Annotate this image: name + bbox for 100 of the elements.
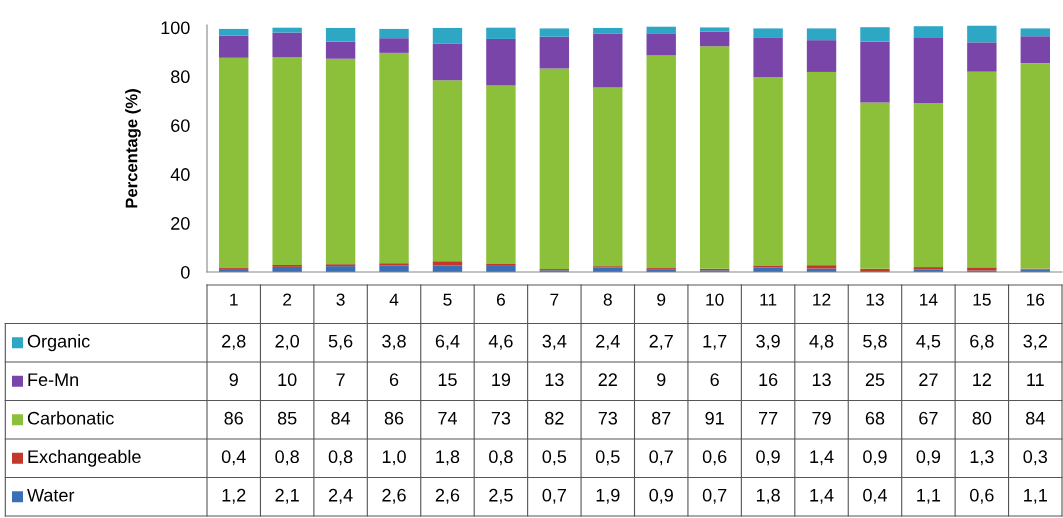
x-tick-label: 6 [496, 293, 505, 306]
data-label: 0,6 [702, 450, 727, 466]
data-label: 6,4 [435, 334, 460, 350]
x-tick-label: 15 [973, 293, 991, 306]
data-label: 1,3 [970, 450, 994, 466]
legend-label: Water [27, 489, 75, 502]
x-tick-label: 10 [706, 293, 724, 306]
y-axis-title: Percentage (%) [125, 89, 141, 208]
legend-label: Organic [27, 334, 90, 352]
data-label: 67 [919, 411, 938, 425]
data-label: 19 [492, 373, 511, 387]
data-label: 2,1 [275, 488, 299, 504]
data-label: 0,9 [863, 450, 887, 466]
data-label: 68 [865, 411, 885, 425]
data-label: 6 [389, 373, 399, 387]
data-label: 2,8 [222, 334, 246, 350]
data-label: 84 [1026, 411, 1045, 425]
data-label: 15 [438, 373, 457, 387]
data-label: 0,3 [1023, 450, 1048, 466]
y-tick-label: 100 [161, 21, 190, 35]
y-tick-label: 80 [171, 70, 190, 84]
data-label: 84 [331, 411, 351, 425]
data-label: 1,8 [436, 450, 460, 466]
data-label: 0,4 [221, 450, 246, 466]
x-tick-label: 1 [230, 293, 238, 306]
data-label: 3,9 [756, 334, 780, 350]
y-tick-label: 40 [170, 168, 190, 181]
data-label: 1,7 [703, 335, 727, 350]
data-label: 0,8 [489, 450, 513, 466]
data-label: 79 [812, 411, 831, 425]
data-label: 25 [865, 373, 885, 387]
x-tick-label: 5 [443, 293, 452, 306]
data-label: 0,9 [649, 488, 673, 504]
data-label: 4,5 [916, 335, 941, 350]
data-label: 5,8 [863, 334, 887, 350]
data-label: 80 [972, 411, 992, 425]
legend-label: Fe-Mn [28, 373, 78, 387]
data-label: 87 [651, 411, 671, 425]
data-label: 6,8 [970, 334, 994, 350]
data-label: 4,8 [809, 334, 834, 350]
data-label: 73 [598, 411, 618, 425]
x-tick-label: 7 [550, 293, 559, 306]
data-label: 2,0 [275, 334, 299, 350]
data-label: 3,8 [382, 334, 406, 350]
x-tick-label: 3 [336, 293, 345, 306]
x-tick-label: 11 [760, 293, 777, 306]
data-label: 0,7 [542, 488, 566, 504]
data-label: 0,7 [649, 450, 673, 466]
data-label: 1,9 [596, 488, 620, 504]
legend-label: Exchangeable [28, 449, 141, 467]
data-label: 73 [491, 411, 511, 425]
data-label: 4,6 [488, 334, 513, 350]
data-label: 2,5 [489, 488, 513, 504]
data-label: 7 [336, 373, 345, 386]
data-label: 6 [710, 373, 719, 387]
data-label: 5,6 [328, 334, 353, 350]
data-label: 0,5 [595, 450, 620, 466]
data-label: 85 [277, 411, 297, 425]
data-label: 16 [759, 373, 778, 387]
data-label: 86 [224, 411, 243, 425]
x-tick-label: 4 [389, 293, 399, 306]
data-label: 91 [705, 411, 724, 425]
data-label: 13 [545, 373, 564, 387]
x-tick-label: 16 [1026, 293, 1045, 306]
x-tick-label: 14 [920, 293, 938, 306]
data-label: 9 [229, 373, 238, 387]
data-label: 0,4 [863, 488, 887, 504]
data-label: 2,4 [328, 488, 353, 504]
data-label: 1,1 [917, 489, 941, 504]
x-tick-label: 2 [283, 293, 292, 306]
data-label: 3,4 [542, 334, 567, 350]
data-label: 13 [812, 373, 831, 387]
x-tick-label: 13 [866, 293, 884, 306]
data-label: 2,6 [382, 488, 406, 504]
data-label: 27 [919, 373, 938, 386]
x-tick-label: 8 [603, 293, 612, 306]
y-tick-label: 20 [171, 217, 190, 230]
y-tick-label: 0 [181, 265, 190, 279]
legend-label: Carbonatic [27, 411, 114, 425]
data-label: 0,6 [970, 488, 994, 504]
data-label: 82 [545, 411, 564, 425]
data-label: 74 [438, 412, 457, 425]
data-label: 10 [278, 373, 297, 387]
data-label: 12 [973, 373, 991, 386]
data-label: 1,4 [810, 489, 834, 504]
data-label: 9 [657, 373, 666, 387]
data-label: 2,6 [435, 488, 460, 504]
x-tick-label: 9 [657, 293, 666, 306]
data-label: 1,8 [756, 488, 780, 504]
data-label: 0,8 [328, 450, 353, 466]
data-label: 1,4 [810, 450, 834, 466]
data-label: 22 [598, 373, 617, 386]
x-tick-label: 12 [813, 293, 831, 306]
data-label: 3,2 [1023, 334, 1047, 350]
y-tick-label: 60 [171, 119, 190, 132]
data-label: 11 [1027, 373, 1044, 386]
data-label: 2,4 [596, 334, 620, 350]
data-label: 0,9 [756, 450, 780, 466]
data-label: 1,2 [222, 488, 246, 504]
data-label: 0,8 [275, 450, 299, 466]
